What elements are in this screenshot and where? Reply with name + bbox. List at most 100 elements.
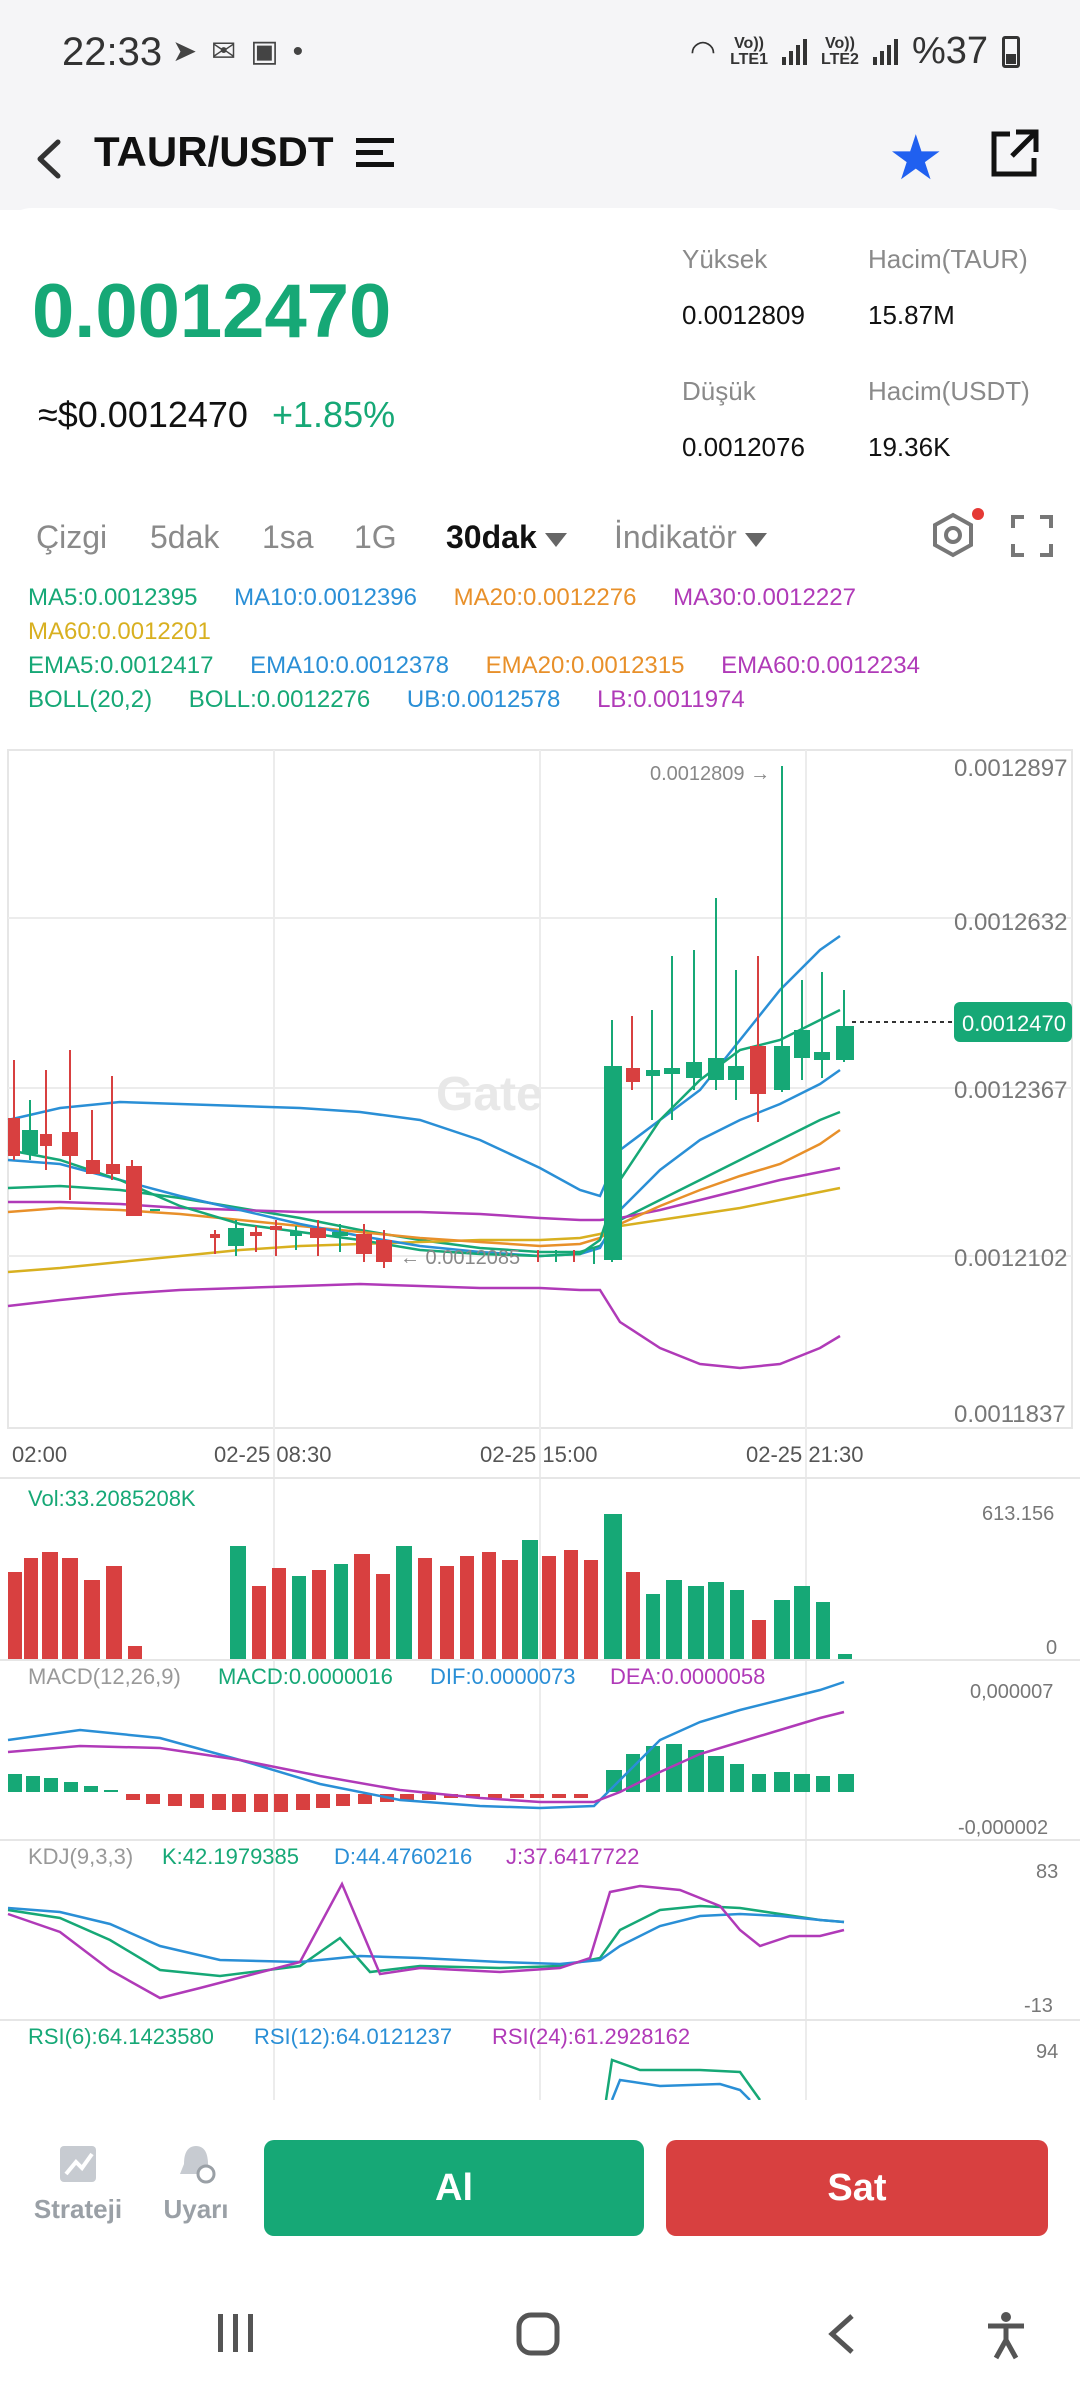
macd-histogram [8,1744,854,1812]
high-label: Yüksek [682,244,768,274]
wifi-icon: ◠ [689,35,717,68]
hexagon-settings-icon [933,512,973,558]
low-marker: ← 0.0012085 [400,1247,520,1269]
ma30-line [8,1166,841,1222]
status-bar: 22:33 ➤ ✉ ▣ • ◠ Vo)) LTE1 Vo)) LTE2 %37 [0,0,1080,110]
ma30-readout: MA30:0.0012227 [673,584,856,611]
favorite-star-icon[interactable]: ★ [888,124,944,193]
kdj-k-line [7,1904,845,1978]
y-tick: 0.0012897 [954,755,1067,782]
home-button[interactable] [514,2310,562,2370]
external-link-icon [991,129,1039,177]
home-icon [516,2312,560,2356]
last-price: 0.0012470 [32,269,392,354]
rsi12-readout: RSI(12):64.0121237 [254,2024,452,2049]
tab-1d[interactable]: 1G [354,519,397,555]
ma5-line [7,1008,841,1258]
low-value: 0.0012076 [682,432,805,462]
price-card: 0.0012470 ≈$0.0012470 +1.85% Yüksek 0.00… [0,208,1080,498]
back-chevron-icon [828,2314,854,2354]
dif-readout: DIF:0.0000073 [430,1664,576,1689]
volume-min: 0 [1046,1637,1057,1659]
status-time: 22:33 [62,30,163,74]
alert-label: Uyarı [163,2194,229,2224]
lb-readout: LB:0.0011974 [597,686,745,713]
x-tick: 02:00 [12,1442,67,1467]
j-readout: J:37.6417722 [506,1844,639,1869]
strategy-button[interactable]: Strateji [28,2140,128,2225]
candles [8,766,854,1268]
x-tick: 02-25 21:30 [746,1442,863,1467]
kdj-max: 83 [1036,1861,1058,1883]
dea-readout: DEA:0.0000058 [610,1664,765,1689]
dot-icon: • [292,34,304,68]
kline-chart[interactable]: Gate 0.0012897 0.0012632 0.0012367 0.001… [0,740,1080,2100]
strategy-icon [60,2146,96,2182]
high-marker: 0.0012809 → [650,763,770,785]
tab-1h[interactable]: 1sa [262,519,314,555]
macd-min: -0,000002 [958,1817,1048,1839]
system-icons: ◠ Vo)) LTE1 Vo)) LTE2 %37 [690,30,1020,73]
rsi6-readout: RSI(6):64.1423580 [28,2024,214,2049]
ma10-readout: MA10:0.0012396 [234,584,417,611]
chart-settings-button[interactable] [930,512,976,558]
y-tick: 0.0012632 [954,909,1067,936]
y-tick: 0.0012367 [954,1077,1067,1104]
pair-switch-icon[interactable] [356,138,394,172]
tab-30m[interactable]: 30dak [446,519,567,556]
tab-5m[interactable]: 5dak [150,519,220,555]
nav-back-button[interactable] [822,2310,862,2370]
macd-max: 0,000007 [970,1681,1053,1703]
ma60-readout: MA60:0.0012201 [28,618,211,645]
mail-icon: ✉ [211,35,237,68]
ema-row: EMA5:0.0012417 EMA10:0.0012378 EMA20:0.0… [28,652,920,680]
vol-usdt-label: Hacim(USDT) [868,376,1030,406]
ub-readout: UB:0.0012578 [406,686,561,713]
rsi12-line [610,2078,751,2100]
lte1-indicator: Vo)) LTE1 [730,34,768,68]
high-value: 0.0012809 [682,300,805,330]
timeframe-tabs: Çizgi 5dak 1sa 1G 30dak İndikatör [0,505,1080,575]
ma20-readout: MA20:0.0012276 [453,584,637,611]
recent-apps-button[interactable] [214,2310,258,2370]
vol-usdt-value: 19.36K [868,432,951,462]
ma5-readout: MA5:0.0012395 [28,584,198,611]
ma60-line [7,1186,841,1274]
x-tick: 02-25 15:00 [480,1442,597,1467]
alert-button[interactable]: Uyarı [146,2140,246,2225]
ema5-readout: EMA5:0.0012417 [28,652,214,679]
recent-apps-icon [218,2314,253,2352]
kdj-name: KDJ(9,3,3) [28,1844,133,1869]
accessibility-button[interactable] [984,2310,1028,2370]
header: TAUR/USDT ★ [0,110,1080,210]
k-readout: K:42.1979385 [162,1844,299,1869]
fullscreen-icon [1011,515,1053,557]
kdj-j-line [7,1881,845,2000]
tab-indicator[interactable]: İndikatör [614,519,767,556]
grid-vertical [273,750,807,2100]
back-button[interactable] [26,134,76,184]
notification-dot [972,508,984,520]
pair-title[interactable]: TAUR/USDT [94,128,334,175]
current-price-tag-text: 0.0012470 [962,1011,1066,1036]
dif-line [7,1680,845,1810]
bell-icon [180,2146,216,2184]
rsi24-readout: RSI(24):61.2928162 [492,2024,690,2049]
gate-watermark: Gate [436,1068,543,1121]
fullscreen-button[interactable] [1010,514,1054,558]
boll-upper-line [7,934,841,1198]
share-button[interactable] [986,126,1042,182]
price-change: +1.85% [272,394,396,435]
accessibility-icon [988,2312,1024,2360]
sell-button[interactable]: Sat [666,2140,1048,2236]
y-tick: 0.0012102 [954,1245,1067,1272]
lte2-indicator: Vo)) LTE2 [821,34,859,68]
ma20-line [7,1128,841,1248]
tab-line[interactable]: Çizgi [36,519,108,555]
buy-button[interactable]: Al [264,2140,644,2236]
current-price-tag [954,1002,1072,1042]
chevron-left-icon [37,139,61,179]
x-tick: 02-25 08:30 [214,1442,331,1467]
boll-row: BOLL(20,2) BOLL:0.0012276 UB:0.0012578 L… [28,686,745,714]
y-tick: 0.0011837 [954,1401,1066,1428]
